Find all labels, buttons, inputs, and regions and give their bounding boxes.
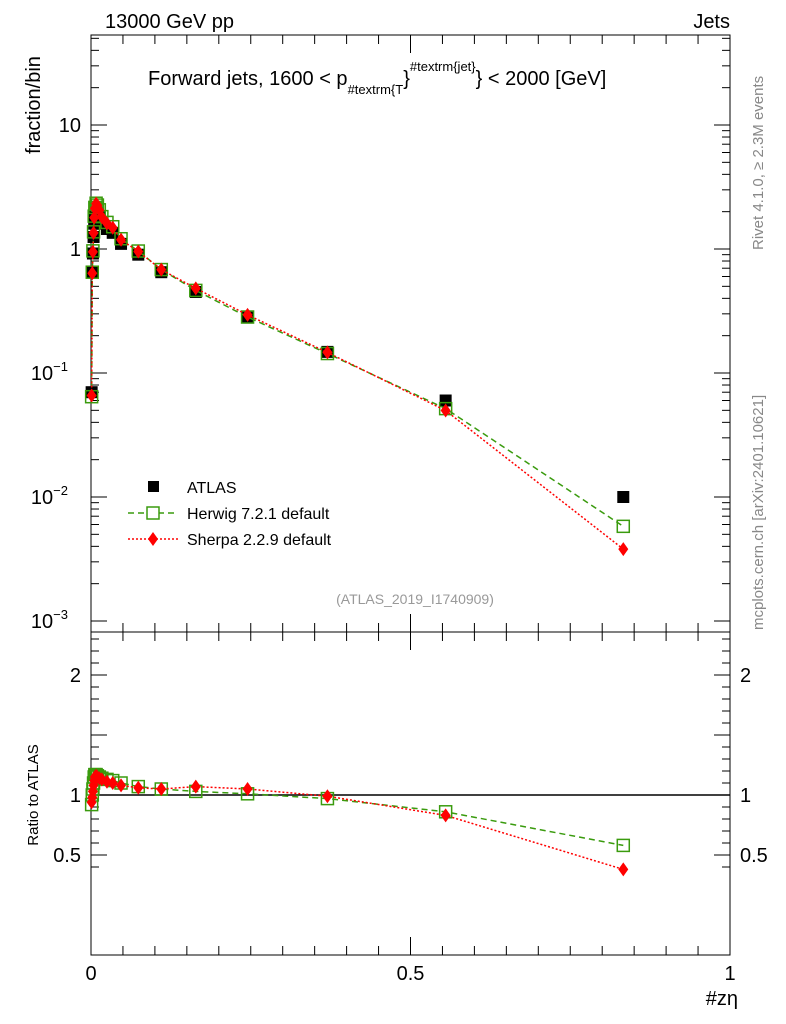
sherpa-ratio-point [440, 808, 451, 823]
legend-herwig: Herwig 7.2.1 default [187, 506, 330, 523]
herwig-point [616, 519, 631, 534]
sherpa-point [116, 232, 127, 247]
sherpa-point [89, 210, 100, 225]
ratio-tick-label: 0.5 [740, 845, 768, 867]
sherpa-ratio-point [116, 778, 127, 793]
y-tick-label: 10 [59, 115, 81, 137]
sherpa-point [242, 307, 253, 322]
ratio-tick-label: 2 [70, 665, 81, 687]
y-axis-label: fraction/bin [23, 56, 45, 154]
ratio-tick-label: 1 [70, 785, 81, 807]
sherpa-ratio-point [156, 782, 167, 796]
data-marks [84, 196, 631, 877]
x-tick-label: 0.5 [397, 963, 425, 985]
ratio-tick-label: 2 [740, 665, 751, 687]
sherpa-point [88, 225, 99, 240]
sherpa-point [86, 388, 97, 403]
legend-atlas-marker [148, 481, 159, 492]
ratio-tick-label: 1 [740, 785, 751, 807]
mcplots-label: mcplots.cern.ch [arXiv:2401.10621] [750, 395, 767, 630]
sherpa-ratio-point [618, 862, 629, 877]
axis-ticks: 10 1 10−1 10−2 10−3 2 2 1 1 0.5 0.5 0 0.5 1 [31, 35, 768, 985]
sherpa-ratio-line [90, 774, 624, 871]
sherpa-ratio-point [190, 779, 201, 794]
sherpa-point [133, 244, 144, 259]
header-right: Jets [693, 11, 730, 33]
legend-sherpa-marker [148, 532, 158, 546]
y-tick-label: 10−2 [31, 483, 68, 509]
sherpa-point [87, 244, 98, 259]
legend-herwig-marker [146, 506, 160, 520]
plot-title: Forward jets, 1600 < p#textrm{T}#textrm{… [148, 59, 606, 97]
sherpa-point [440, 403, 451, 418]
sherpa-point [107, 220, 118, 235]
sherpa-line [90, 201, 624, 550]
sherpa-ratio-point [107, 776, 118, 790]
ratio-frame [90, 631, 731, 956]
sherpa-point [156, 262, 167, 277]
sherpa-point [322, 345, 333, 360]
analysis-id: (ATLAS_2019_I1740909) [336, 591, 494, 607]
atlas-point [617, 491, 630, 503]
y-tick-label: 10−1 [31, 359, 68, 385]
sherpa-point [190, 281, 201, 296]
rivet-label: Rivet 4.1.0, ≥ 2.3M events [750, 76, 767, 250]
sherpa-point [87, 266, 98, 281]
x-tick-label: 1 [724, 963, 735, 985]
sherpa-ratio-point [322, 789, 333, 804]
sherpa-ratio-point [242, 782, 253, 796]
header-left: 13000 GeV pp [105, 11, 234, 33]
x-axis-label: #zη [706, 988, 738, 1010]
herwig-line [90, 201, 624, 527]
x-tick-label: 0 [85, 963, 96, 985]
sherpa-ratio-point [133, 780, 144, 795]
y-tick-label: 10−3 [31, 607, 68, 633]
ratio-tick-label: 0.5 [53, 845, 81, 867]
legend-atlas: ATLAS [187, 480, 237, 497]
atlas-point [439, 394, 452, 407]
y-tick-label: 1 [70, 239, 81, 261]
legend: ATLAS Herwig 7.2.1 default Sherpa 2.2.9 … [128, 480, 332, 549]
ratio-y-axis-label: Ratio to ATLAS [25, 744, 42, 845]
herwig-ratio-line [90, 773, 624, 847]
sherpa-point [618, 542, 629, 557]
legend-sherpa: Sherpa 2.2.9 default [187, 532, 332, 549]
herwig-ratio-point [616, 838, 631, 853]
